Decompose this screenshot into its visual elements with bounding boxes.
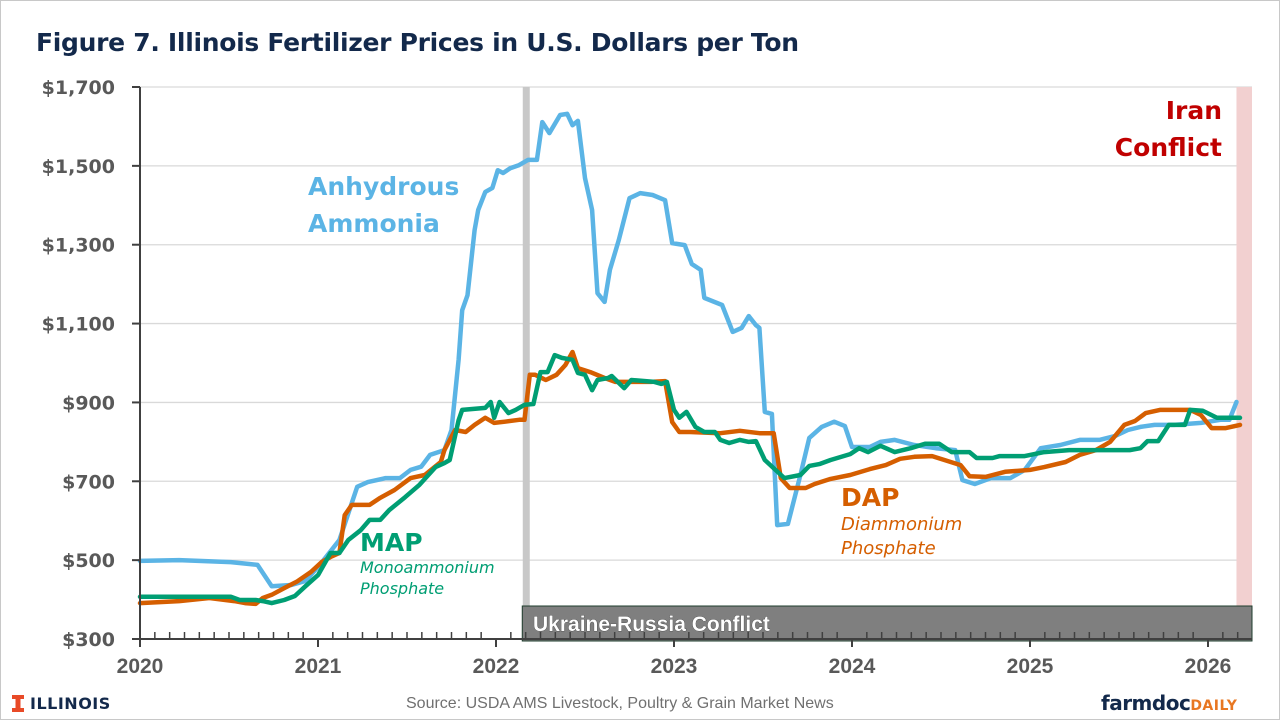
y-tick-label: $500 — [62, 550, 115, 572]
iran-label-line1: Iran — [1166, 96, 1222, 125]
y-tick-label: $1,700 — [42, 77, 115, 99]
source-note: Source: USDA AMS Livestock, Poultry & Gr… — [406, 695, 834, 712]
axes: $300 $500 $700 $900 $1,100 $1,300 $1,500 $1,700… — [42, 77, 1252, 678]
ukraine-start-marker — [522, 87, 530, 606]
dap-label-sub1: Diammonium — [841, 514, 962, 535]
x-tick-label: 2021 — [295, 655, 342, 678]
y-tick-label: $300 — [62, 629, 115, 651]
gridlines — [140, 86, 1252, 561]
map-label-title: MAP — [360, 528, 423, 557]
illinois-block-i-icon — [12, 695, 24, 712]
daily-wordmark: DAILY — [1190, 698, 1238, 714]
illinois-logo: ILLINOIS — [12, 694, 111, 713]
y-tick-label: $1,500 — [42, 156, 115, 178]
y-tick-label: $1,300 — [42, 235, 115, 257]
series-lines — [137, 111, 1243, 607]
dap-label-title: DAP — [841, 483, 899, 512]
x-tick-label: 2024 — [829, 655, 876, 678]
iran-conflict-shade — [1236, 87, 1252, 639]
x-tick-label: 2025 — [1007, 655, 1054, 678]
series-line-anhydrous — [137, 111, 1239, 589]
dap-label-sub2: Phosphate — [841, 538, 936, 559]
iran-label-line2: Conflict — [1115, 133, 1222, 162]
anhydrous-label-line2: Ammonia — [308, 209, 440, 238]
series-line-map — [137, 352, 1243, 606]
anhydrous-label-line1: Anhydrous — [308, 172, 459, 201]
x-tick-label: 2023 — [651, 655, 698, 678]
ukraine-conflict-label: Ukraine-Russia Conflict — [533, 613, 770, 636]
chart-title: Figure 7. Illinois Fertilizer Prices in … — [36, 28, 799, 57]
y-tick-label: $700 — [62, 471, 115, 493]
farmdoc-daily-logo: farmdocDAILY — [1101, 691, 1237, 715]
farmdoc-wordmark: farmdoc — [1101, 691, 1191, 715]
x-tick-label: 2022 — [473, 655, 520, 678]
illinois-wordmark: ILLINOIS — [30, 694, 111, 713]
map-label-sub1: Monoammonium — [360, 558, 495, 577]
y-tick-label: $900 — [62, 392, 115, 414]
map-label-sub2: Phosphate — [360, 579, 444, 598]
series-line-dap — [137, 349, 1243, 607]
x-tick-label: 2020 — [117, 655, 164, 678]
x-tick-label: 2026 — [1185, 655, 1232, 678]
y-tick-label: $1,100 — [42, 314, 115, 336]
